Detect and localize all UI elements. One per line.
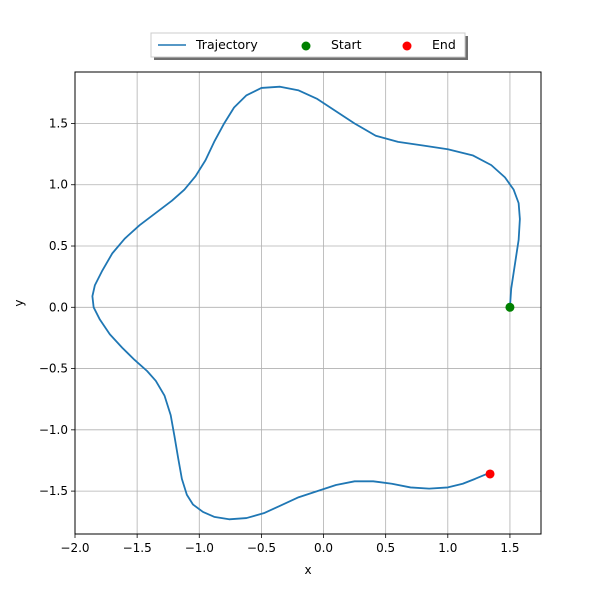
y-tick-label: −1.5 [39, 484, 68, 498]
y-tick-label: −1.0 [39, 423, 68, 437]
y-tick-label: −0.5 [39, 362, 68, 376]
start-point [505, 302, 515, 312]
trajectory-line [91, 85, 521, 521]
plot-area [91, 85, 521, 521]
legend-end-label: End [432, 37, 456, 52]
ticks: −2.0 −1.5 −1.0 −0.5 0.0 0.5 1.0 1.5 −1.5 −1.0 −0.5… [39, 116, 520, 555]
x-tick-label: −1.5 [123, 541, 152, 555]
legend-trajectory-label: Trajectory [195, 37, 258, 52]
legend-start-label: Start [331, 37, 362, 52]
x-tick-label: −2.0 [60, 541, 89, 555]
y-axis-label: y [12, 299, 26, 306]
legend-start-marker [301, 41, 311, 51]
x-tick-label: 0.5 [376, 541, 395, 555]
y-tick-label: 1.5 [49, 116, 68, 130]
legend: Trajectory Start End [150, 32, 468, 60]
end-point [485, 469, 495, 479]
x-tick-label: −1.0 [185, 541, 214, 555]
axes-frame [74, 71, 542, 535]
legend-end-marker [402, 41, 412, 51]
x-tick-label: 0.0 [314, 541, 333, 555]
y-tick-label: 0.0 [49, 300, 68, 314]
x-tick-label: 1.5 [500, 541, 519, 555]
x-tick-label: −0.5 [247, 541, 276, 555]
x-tick-label: 1.0 [438, 541, 457, 555]
y-tick-label: 1.0 [49, 178, 68, 192]
grid [74, 72, 541, 534]
x-axis-label: x [304, 563, 311, 577]
y-tick-label: 0.5 [49, 239, 68, 253]
